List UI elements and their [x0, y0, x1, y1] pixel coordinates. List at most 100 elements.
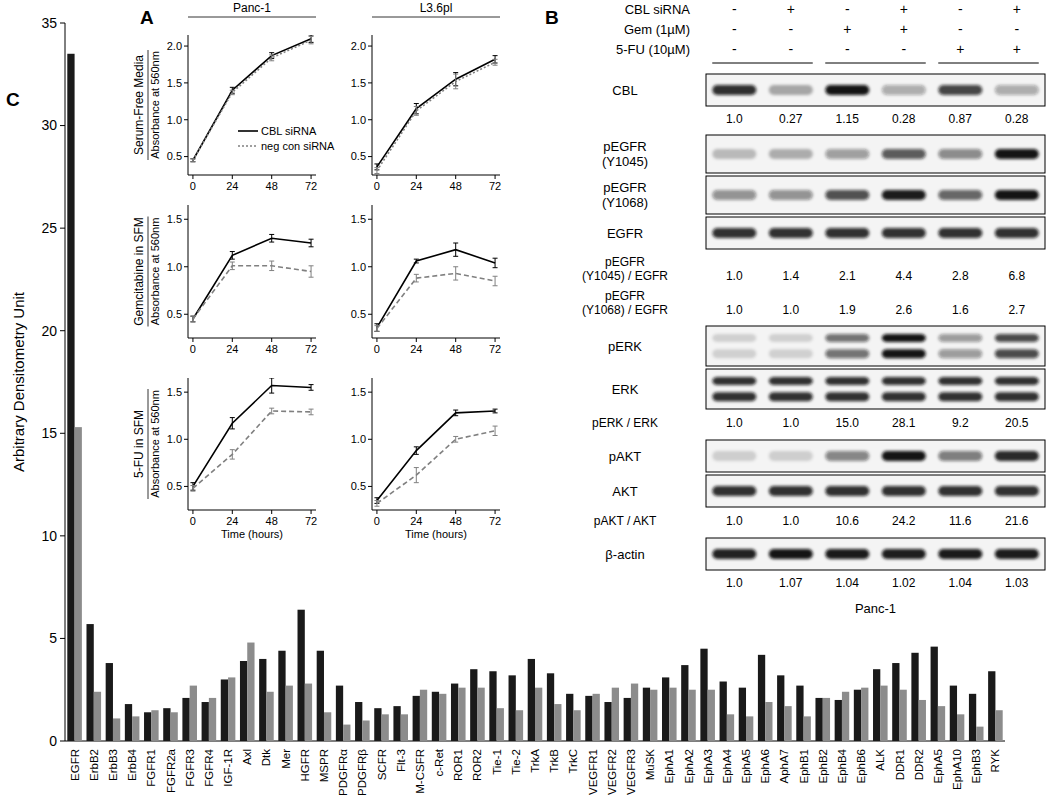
y-tick-label: 1.5: [351, 77, 366, 89]
category-label: Tie-1: [491, 749, 503, 775]
x-axis: [188, 175, 316, 176]
series-line: [377, 59, 495, 167]
bar: [317, 651, 324, 741]
y-axis-label: Absorbance at 560nm: [149, 390, 161, 498]
condition-label: CBL siRNA: [625, 2, 691, 17]
condition-sign: -: [901, 41, 906, 57]
bar: [125, 704, 132, 741]
legend-swatch: [238, 145, 258, 147]
ratio-value: 0.87: [949, 112, 973, 126]
bar: [228, 677, 235, 741]
category-label: EphA5: [932, 749, 944, 784]
ratio-value: 1.0: [726, 112, 743, 126]
bar: [477, 688, 484, 741]
bar: [393, 706, 400, 741]
ratio-value: 28.1: [892, 416, 916, 430]
blot-box: [706, 135, 1045, 173]
ratio-value: 1.03: [1005, 576, 1029, 590]
band: [882, 349, 926, 358]
ratio-value: 1.04: [836, 576, 860, 590]
category-label: ALK: [874, 749, 886, 771]
line-chart: 0.51.01.50244872: [351, 205, 501, 355]
ratio-value: 10.6: [836, 514, 860, 528]
condition-sign: +: [1013, 41, 1021, 57]
line-chart: 0.51.01.52.00244872Panc-1Serum-Free Medi…: [132, 1, 335, 192]
error-bar: [269, 378, 274, 393]
category-label: Mer: [280, 749, 292, 769]
bar: [873, 669, 880, 741]
bar: [758, 655, 765, 741]
y-tick-label: 0.5: [167, 480, 182, 492]
band-label: pAKT: [609, 449, 642, 464]
band: [825, 334, 869, 342]
x-tick-label: 72: [305, 515, 317, 527]
y-tick: [184, 439, 188, 440]
ratio-value: 1.0: [726, 576, 743, 590]
band: [995, 451, 1039, 461]
condition-sign: +: [1013, 1, 1021, 17]
band: [769, 349, 813, 358]
x-tick: [232, 338, 233, 342]
error-bar: [309, 239, 314, 247]
band: [712, 349, 756, 358]
title-rule: [188, 17, 316, 18]
bar: [516, 710, 523, 741]
error-bar: [230, 450, 235, 459]
y-tick-label: 1.0: [167, 433, 182, 445]
category-label: EphA4: [721, 748, 733, 783]
y-tick: [60, 535, 65, 536]
y-tick-label: 1.5: [167, 213, 182, 225]
y-tick: [184, 46, 188, 47]
error-bar: [414, 447, 419, 455]
series-line: [377, 411, 495, 501]
error-bar: [190, 485, 195, 491]
y-tick: [184, 156, 188, 157]
bar: [950, 686, 957, 741]
band: [825, 149, 869, 159]
y-tick-label: 0.5: [351, 150, 366, 162]
error-bar: [453, 74, 458, 89]
series-line: [193, 238, 311, 319]
bar: [842, 692, 849, 741]
error-bar: [453, 410, 458, 416]
x-tick: [232, 510, 233, 514]
y-tick: [60, 23, 65, 24]
bar: [720, 682, 727, 741]
x-tick-label: 0: [190, 180, 196, 192]
bar: [94, 692, 101, 741]
blot-box: [706, 440, 1045, 472]
blot-box: [706, 326, 1045, 366]
bar: [413, 696, 420, 741]
condition-sign: +: [787, 1, 795, 17]
bar: [458, 688, 465, 741]
band: [995, 377, 1039, 385]
bar: [688, 690, 695, 741]
y-axis: [65, 23, 66, 741]
ratio-value: 1.0: [726, 514, 743, 528]
x-axis: [372, 510, 500, 511]
ratio-label: pEGFR: [605, 289, 645, 303]
x-tick: [271, 510, 272, 514]
x-tick: [455, 338, 456, 342]
band: [769, 392, 813, 401]
x-tick: [376, 175, 377, 179]
x-tick: [311, 510, 312, 514]
y-axis-label: Absorbance at 560nm: [149, 218, 161, 326]
x-tick: [271, 338, 272, 342]
bar: [86, 624, 93, 741]
y-tick: [368, 219, 372, 220]
band: [938, 349, 982, 358]
bar: [880, 686, 887, 741]
category-label: EphB4: [836, 748, 848, 783]
error-bar: [269, 408, 274, 414]
x-tick-label: 48: [266, 515, 278, 527]
bar: [144, 712, 151, 741]
band: [825, 486, 869, 496]
category-label: VEGFR2: [606, 749, 618, 795]
y-tick-label: 5: [49, 630, 57, 646]
band: [712, 149, 756, 159]
bar: [784, 706, 791, 741]
blot-box: [706, 74, 1045, 106]
x-tick: [455, 175, 456, 179]
band: [882, 228, 926, 238]
